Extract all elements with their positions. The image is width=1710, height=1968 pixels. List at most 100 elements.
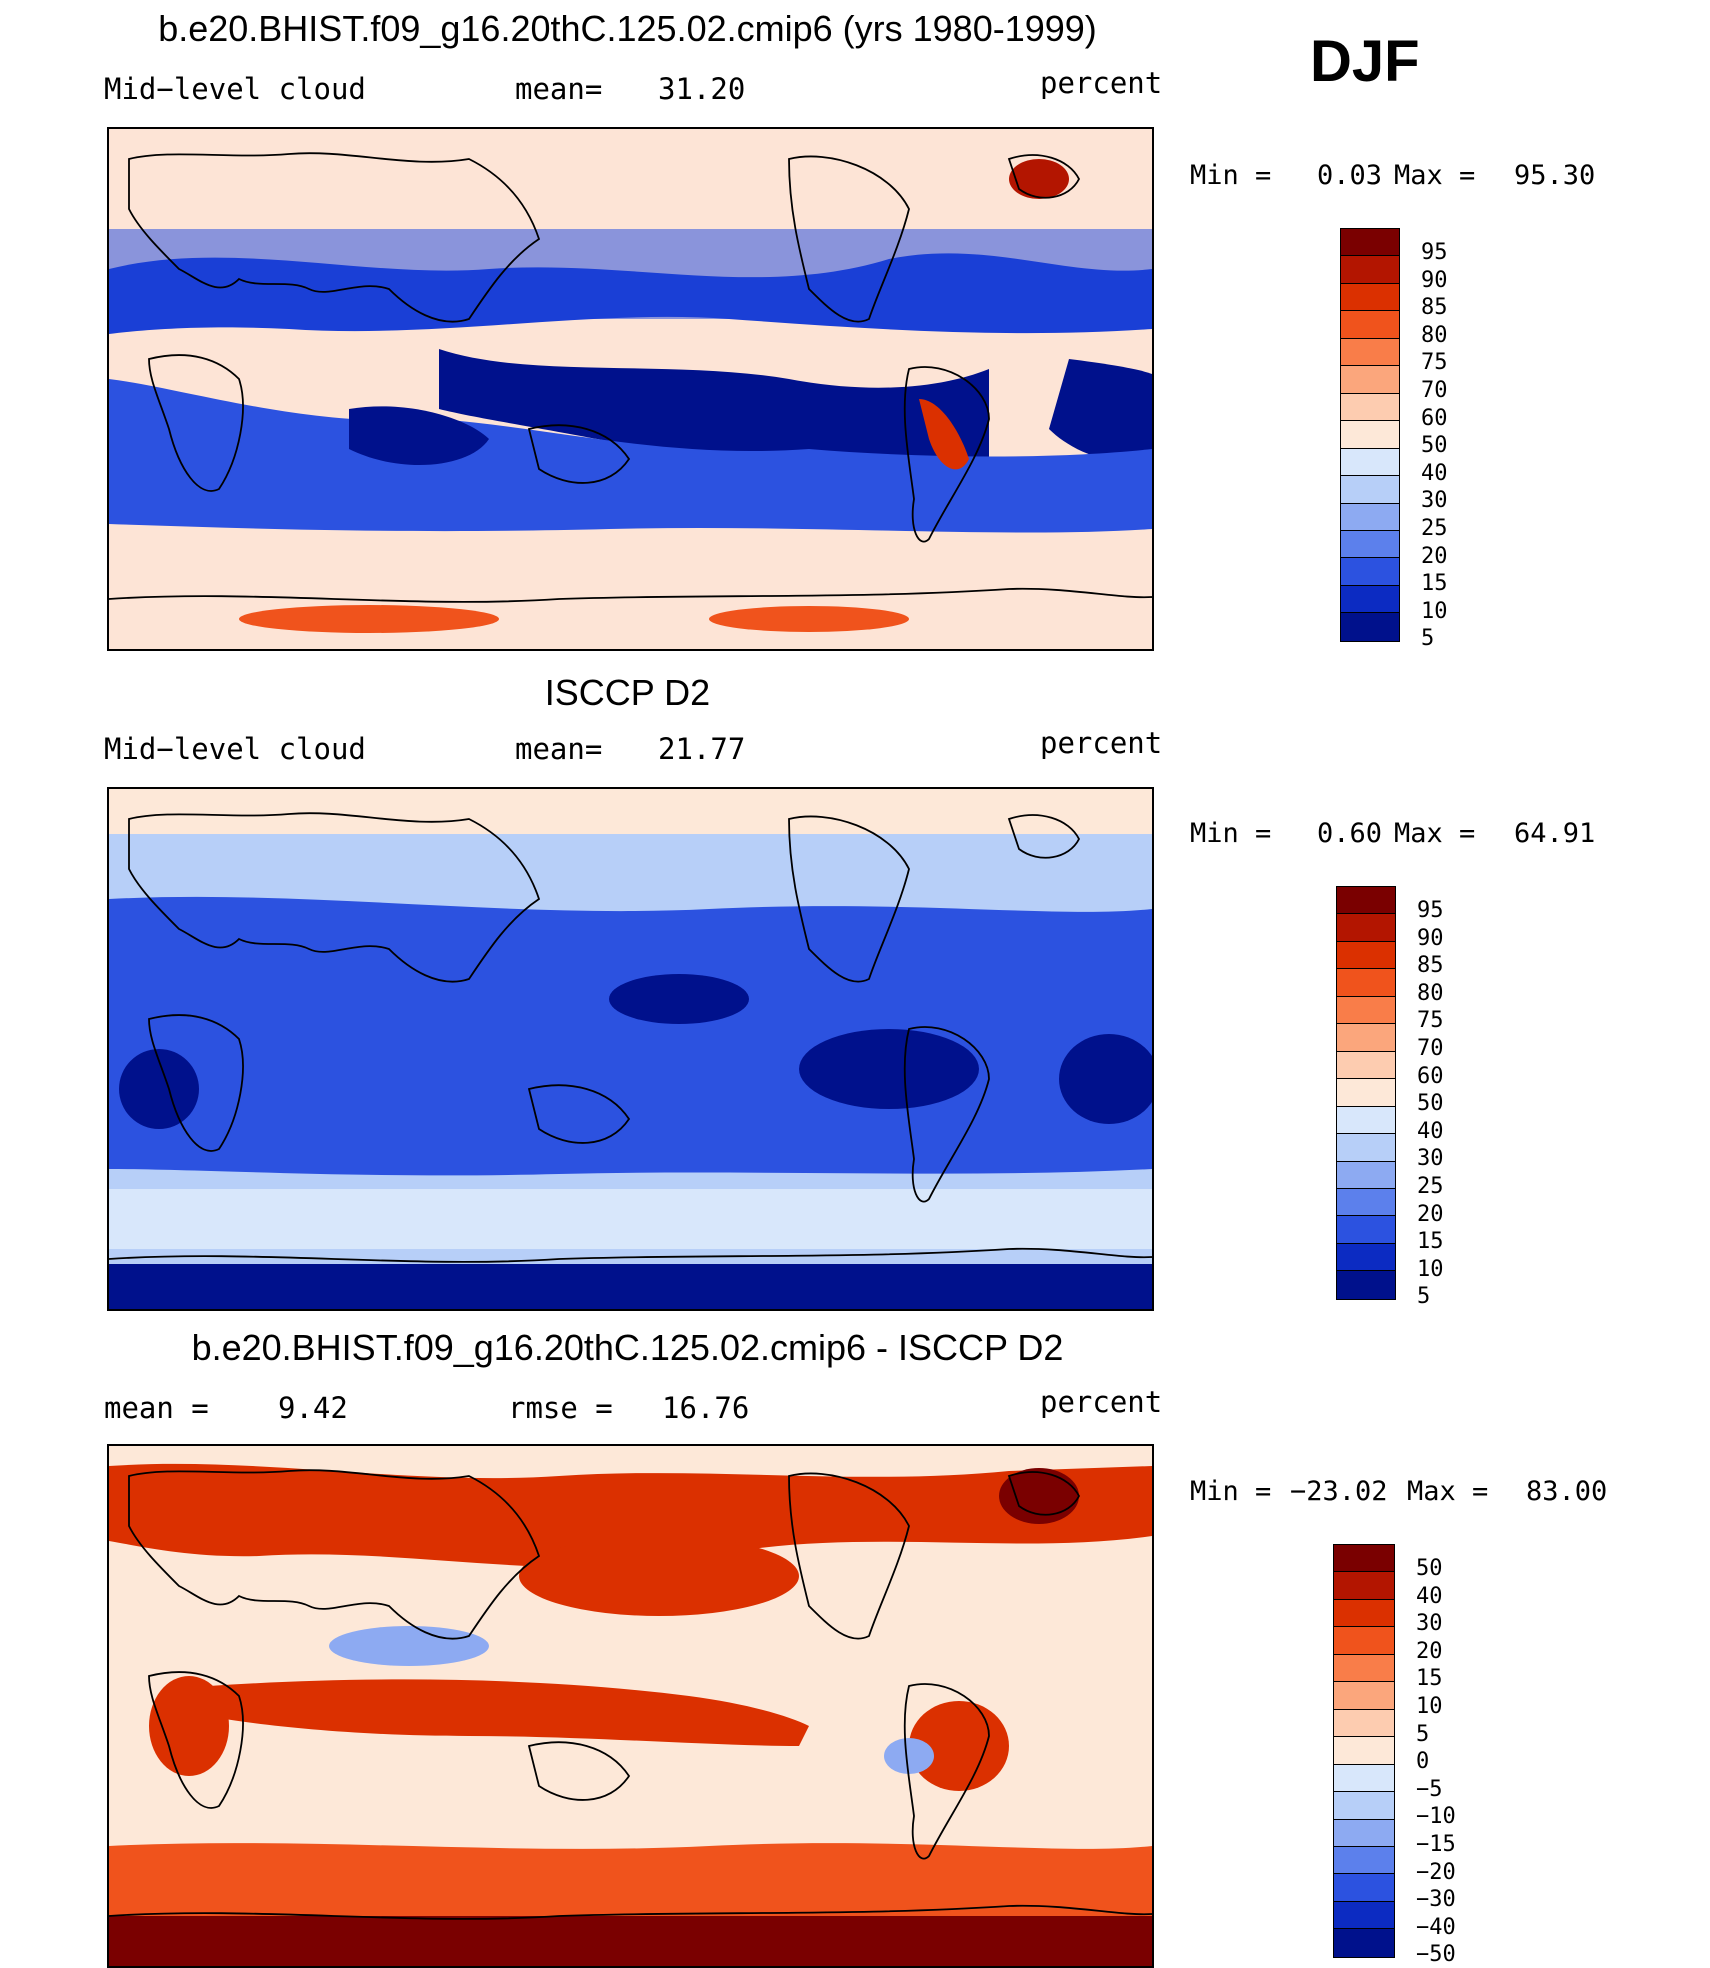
colorbar-box — [1337, 1243, 1395, 1272]
colorbar-label: 40 — [1421, 460, 1448, 486]
panel1-mean-label: mean= — [515, 72, 603, 106]
colorbar-label: 25 — [1421, 516, 1448, 541]
colorbar-label: 20 — [1416, 1638, 1443, 1664]
panel3-map — [107, 1444, 1154, 1968]
panel2-variable-label: Mid−level cloud — [104, 732, 366, 766]
colorbar-box — [1341, 585, 1399, 614]
colorbar-label: 40 — [1416, 1583, 1443, 1609]
colorbar-box — [1341, 476, 1399, 504]
colorbar-label: 75 — [1417, 1008, 1444, 1034]
colorbar-box — [1341, 393, 1399, 422]
colorbar-box — [1334, 1764, 1394, 1793]
panel3-min-label: Min = — [1190, 1476, 1272, 1507]
panel1-field-antarctic-west — [239, 605, 499, 633]
colorbar-box — [1341, 338, 1399, 367]
colorbar-label: 90 — [1417, 925, 1444, 951]
panel1-field-south-ocean — [109, 379, 1152, 533]
panel2-min-label: Min = — [1190, 818, 1272, 849]
colorbar-label: 20 — [1421, 543, 1448, 569]
colorbar-label: 50 — [1416, 1556, 1443, 1581]
panel3-coastlines — [109, 1469, 1152, 1920]
panel1-title: b.e20.BHIST.f09_g16.20thC.125.02.cmip6 (… — [158, 8, 1097, 49]
colorbar-label: 40 — [1417, 1118, 1444, 1144]
colorbar-box — [1334, 1792, 1394, 1820]
colorbar-box — [1341, 558, 1399, 586]
colorbar-label: −40 — [1416, 1914, 1456, 1940]
panel2-field-deep-west — [119, 1049, 199, 1129]
colorbar-box — [1341, 283, 1399, 312]
colorbar-box — [1337, 914, 1395, 942]
colorbar-box — [1337, 941, 1395, 970]
panel1-colorbar — [1340, 228, 1400, 642]
colorbar-box — [1341, 448, 1399, 477]
panel2-field-antarctic — [109, 1264, 1152, 1309]
colorbar-box — [1341, 421, 1399, 449]
panel1-field-pacific — [439, 349, 989, 470]
panel1-map — [107, 127, 1154, 651]
panel2-map — [107, 787, 1154, 1311]
colorbar-label: 70 — [1421, 378, 1448, 403]
panel1-mean-value: 31.20 — [658, 72, 746, 106]
panel3-rmse-value: 16.76 — [662, 1391, 750, 1425]
colorbar-label: 80 — [1421, 322, 1448, 348]
panel1-field-andes — [919, 399, 969, 470]
panel2-field-deep-pacific — [799, 1029, 979, 1109]
panel3-field-north — [109, 1463, 1152, 1568]
colorbar-box — [1341, 613, 1399, 641]
colorbar-box — [1334, 1846, 1394, 1875]
colorbar-label: 10 — [1416, 1694, 1443, 1719]
colorbar-label: 5 — [1417, 1284, 1431, 1310]
colorbar-box — [1334, 1572, 1394, 1600]
panel2-units: percent — [1040, 726, 1163, 760]
colorbar-box — [1337, 1161, 1395, 1189]
panel1-field-atlantic — [1049, 359, 1152, 462]
panel3-field-blue-band — [329, 1626, 489, 1666]
colorbar-label: 85 — [1417, 953, 1444, 979]
colorbar-label: 30 — [1416, 1611, 1443, 1637]
panel3-title: b.e20.BHIST.f09_g16.20thC.125.02.cmip6 -… — [191, 1327, 1064, 1368]
colorbar-box — [1334, 1627, 1394, 1655]
panel3-max-value: 83.00 — [1526, 1476, 1608, 1507]
colorbar-box — [1341, 530, 1399, 559]
panel3-colorbar — [1333, 1544, 1395, 1958]
colorbar-label: −15 — [1416, 1832, 1456, 1857]
colorbar-label: 50 — [1421, 433, 1448, 459]
panel3-field-blue-spot — [884, 1738, 934, 1774]
colorbar-box — [1337, 1079, 1395, 1107]
panel2-colorbar-labels: 95 90 85 80 75 70 60 50 40 30 25 20 15 10 5 — [1417, 898, 1477, 1308]
colorbar-label: 85 — [1421, 295, 1448, 321]
colorbar-label: 60 — [1417, 1063, 1444, 1089]
colorbar-box — [1337, 996, 1395, 1025]
colorbar-box — [1334, 1874, 1394, 1902]
panel2-max-value: 64.91 — [1514, 818, 1596, 849]
panel3-field-equatorial — [209, 1679, 809, 1746]
panel1-field-northern-band — [109, 253, 1152, 334]
colorbar-label: 60 — [1421, 405, 1448, 431]
colorbar-label: −10 — [1416, 1804, 1456, 1830]
panel1-units: percent — [1040, 66, 1163, 100]
colorbar-label: −5 — [1416, 1776, 1443, 1802]
colorbar-box — [1337, 969, 1395, 997]
colorbar-label: 30 — [1417, 1146, 1444, 1172]
panel1-field-indian-deep — [349, 406, 489, 466]
colorbar-box — [1334, 1819, 1394, 1847]
colorbar-label: 30 — [1421, 488, 1448, 514]
colorbar-label: 95 — [1417, 898, 1444, 923]
panel2-field-deep-north — [609, 974, 749, 1024]
colorbar-label: 70 — [1417, 1036, 1444, 1061]
colorbar-label: −50 — [1416, 1942, 1456, 1968]
panel2-max-label: Max = — [1394, 818, 1476, 849]
panel3-mean-value: 9.42 — [278, 1391, 348, 1425]
panel3-mean-label: mean = — [104, 1391, 209, 1425]
colorbar-label: 15 — [1416, 1666, 1443, 1692]
colorbar-box — [1334, 1709, 1394, 1738]
colorbar-label: 50 — [1417, 1091, 1444, 1117]
panel1-max-value: 95.30 — [1514, 160, 1596, 191]
colorbar-label: 90 — [1421, 267, 1448, 293]
panel3-min-value: −23.02 — [1290, 1476, 1388, 1507]
colorbar-box — [1334, 1599, 1394, 1628]
colorbar-label: 0 — [1416, 1749, 1430, 1775]
panel3-field-antarctic — [109, 1916, 1152, 1966]
panel2-colorbar — [1336, 886, 1396, 1300]
colorbar-box — [1334, 1929, 1394, 1957]
